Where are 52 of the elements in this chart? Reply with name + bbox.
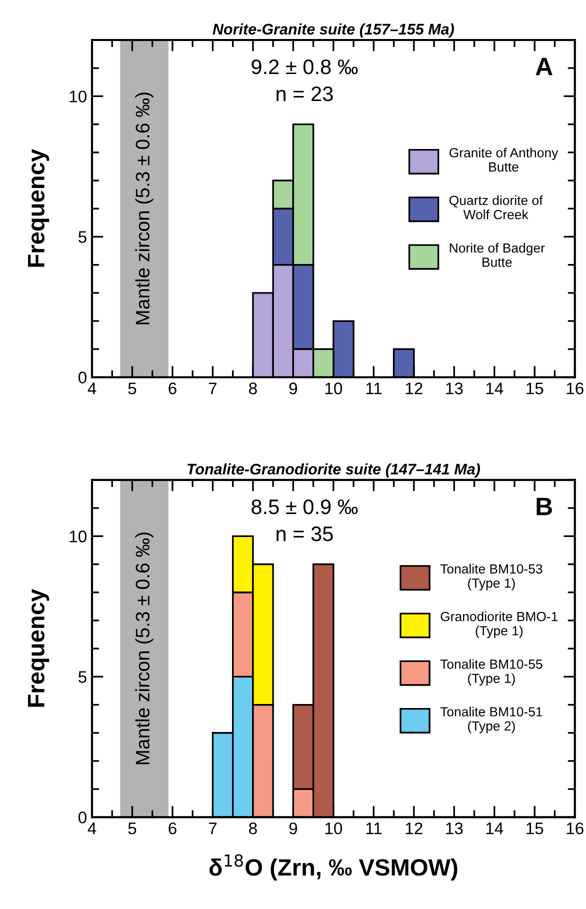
y-axis-title: Frequency: [28, 588, 50, 707]
x-tick-label: 10: [325, 382, 342, 394]
legend-label: Tonalite BM10-55 (Type 1): [440, 659, 542, 686]
y-tick-label: 5: [78, 671, 86, 683]
x-tick-label: 7: [208, 382, 217, 394]
legend-label: Norite of Badger Butte: [450, 242, 545, 267]
legend-label: Tonalite BM10-51 (Type 2): [440, 706, 542, 734]
x-tick-label: 8: [249, 382, 257, 394]
annotation: B: [536, 498, 552, 516]
x-tick-label: 6: [168, 822, 176, 834]
x-tick-label: 9: [289, 822, 298, 834]
legend-label: Granodiorite BMO-1 (Type 1): [440, 612, 558, 638]
annotation: 8.5 ± 0.9 ‰: [252, 499, 358, 514]
y-tick-label: 5: [78, 231, 86, 243]
x-tick-label: 4: [88, 822, 96, 834]
chart-title: Tonalite-Granodiorite suite (147–141 Ma): [188, 463, 480, 478]
x-tick-label: 6: [168, 382, 176, 394]
legend-label: Granite of Anthony Butte: [450, 148, 558, 172]
x-tick-label: 13: [446, 382, 463, 394]
x-tick-label: 12: [406, 382, 422, 394]
x-tick-label: 15: [526, 382, 544, 394]
annotation: n = 23: [276, 86, 333, 102]
x-tick-label: 7: [208, 822, 217, 834]
y-tick-label: 0: [78, 812, 86, 824]
band-label: Mantle zircon (5.3 ± 0.6 ‰): [135, 92, 154, 324]
y-tick-label: 0: [78, 372, 86, 384]
x-tick-label: 9: [289, 382, 298, 394]
annotation: 9.2 ± 0.8 ‰: [252, 60, 358, 74]
annotation: n = 35: [276, 526, 333, 542]
x-tick-label: 10: [325, 822, 342, 834]
x-tick-label: 11: [366, 382, 382, 394]
x-axis-title: δ$^{18}$O (Zrn, ‰ VSMOW): [209, 854, 458, 880]
y-tick-label: 10: [70, 90, 86, 102]
x-tick-label: 14: [486, 382, 504, 394]
annotation: A: [536, 58, 552, 76]
x-tick-label: 11: [366, 822, 382, 834]
y-tick-label: 10: [70, 530, 86, 542]
x-tick-label: 12: [406, 822, 422, 834]
band-label: Mantle zircon (5.3 ± 0.6 ‰): [135, 532, 154, 764]
x-tick-label: 15: [526, 822, 544, 834]
x-tick-label: 8: [249, 822, 257, 834]
x-tick-label: 13: [446, 822, 463, 834]
x-tick-label: 4: [88, 382, 96, 394]
legend-label: Tonalite BM10-53 (Type 1): [440, 564, 542, 590]
x-tick-label: 14: [486, 822, 504, 834]
x-tick-label: 5: [128, 382, 136, 394]
x-tick-label: 5: [128, 822, 136, 834]
x-tick-label: 16: [566, 382, 584, 394]
y-axis-title: Frequency: [28, 149, 50, 267]
legend-label: Quartz diorite of Wolf Creek: [450, 195, 543, 220]
x-tick-label: 16: [566, 822, 584, 834]
chart-title: Norite-Granite suite (157–155 Ma): [212, 23, 454, 38]
